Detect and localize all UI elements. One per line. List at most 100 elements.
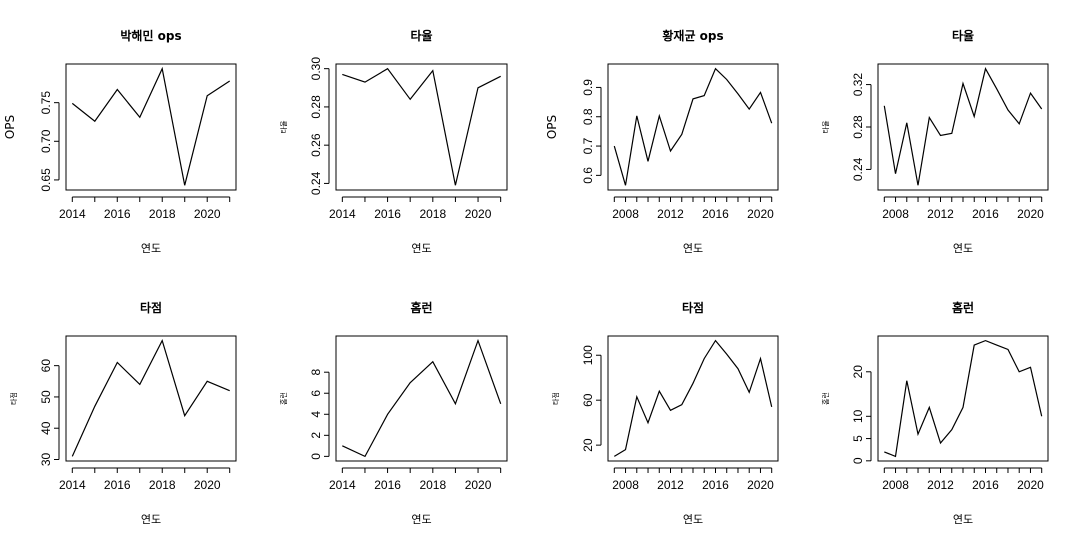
series-line [342,67,501,186]
x-tick-label: 2018 [149,478,176,492]
x-tick-label: 2018 [419,207,446,221]
x-tick-label: 2014 [59,478,86,492]
x-tick-label: 2016 [702,207,729,221]
x-axis-title: 연도 [683,513,703,526]
x-tick-label: 2020 [194,207,221,221]
x-tick-label: 2016 [374,207,401,221]
y-tick-label: 8 [309,369,323,376]
y-tick-label: 0.8 [581,108,595,125]
chart-title: 타점 [682,300,704,315]
y-tick-label: 0.28 [851,115,865,139]
chart-panel-1: 박해민 ops 2014 2016 2018 2020 연도 0.65 0.70 0.75 OPS [3,28,237,255]
y-tick-label: 0.32 [851,73,865,97]
x-tick-label: 2016 [702,478,729,492]
series-line [342,338,502,458]
y-tick-label: 40 [39,421,53,435]
x-tick-label: 2020 [1017,478,1044,492]
series-line [71,338,230,457]
chart-panel-7: 타점 2008 2012 2016 2020 연도 20 60 100 타점 [551,300,779,526]
series-line [613,339,773,457]
y-tick-label: 60 [581,393,595,407]
plot-frame [65,63,237,191]
chart-title: 타율 [410,28,432,43]
x-tick-label: 2014 [59,207,86,221]
y-axis-title: OPS [3,115,17,139]
x-tick-label: 2012 [657,478,684,492]
chart-panel-8: 홈런 2008 2012 2016 2020 연도 0 5 10 20 홈런 [821,300,1049,526]
x-tick-label: 2008 [612,478,639,492]
plot-frame [335,335,508,462]
y-tick-label: 0.70 [39,129,53,153]
y-tick-label: 30 [39,453,53,467]
x-tick-label: 2020 [747,207,774,221]
x-tick-label: 2018 [149,207,176,221]
x-tick-label: 2014 [329,207,356,221]
x-axis-title: 연도 [141,242,161,255]
y-axis-title: OPS [545,115,559,139]
y-tick-label: 0.9 [581,79,595,96]
y-tick-label: 0.28 [309,95,323,119]
y-axis-title: 타율 [821,120,830,133]
series-line [884,339,1043,458]
y-tick-label: 20 [851,365,865,379]
chart-panel-2: 타율 2014 2016 2018 2020 연도 0.24 0.26 0.28 0.30 타율 [279,28,508,255]
chart-panel-6: 홈런 2014 2016 2018 2020 연도 0 2 4 6 8 홈런 [279,300,508,526]
chart-title: 홈런 [952,300,974,315]
series-line [71,66,231,186]
x-axis-title: 연도 [141,513,161,526]
plot-frame [607,63,779,191]
x-tick-label: 2008 [882,207,909,221]
y-tick-label: 50 [39,390,53,404]
y-tick-label: 4 [309,411,323,418]
chart-panel-3: 황재균 ops 2008 2012 2016 2020 연도 0.6 0.7 0.8 0.9 OPS [545,28,779,255]
x-tick-label: 2012 [657,207,684,221]
plot-frame [877,335,1049,462]
y-axis-title: 홈런 [821,392,830,405]
y-tick-label: 10 [851,409,865,423]
chart-title: 박해민 ops [120,28,181,43]
y-axis-title: 타점 [551,392,560,405]
y-tick-label: 0.65 [39,168,53,192]
x-tick-label: 2016 [972,478,999,492]
chart-title: 황재균 ops [662,28,723,43]
chart-panel-5: 타점 2014 2016 2018 2020 연도 30 40 50 60 타점 [9,300,237,526]
y-axis-title: 타율 [279,120,288,133]
x-axis-title: 연도 [953,513,973,526]
y-axis-title: 홈런 [279,392,288,405]
chart-title: 타율 [952,28,974,43]
x-tick-label: 2008 [612,207,639,221]
x-tick-label: 2016 [104,478,131,492]
chart-title: 홈런 [410,300,432,315]
y-tick-label: 2 [309,432,323,439]
x-tick-label: 2008 [882,478,909,492]
plot-frame [335,63,508,191]
series-line [613,67,773,186]
y-tick-label: 0.24 [851,157,865,181]
y-tick-label: 0.30 [309,57,323,81]
x-tick-label: 2012 [927,207,954,221]
y-tick-label: 0.7 [581,137,595,154]
x-tick-label: 2020 [1017,207,1044,221]
y-tick-label: 0 [851,457,865,464]
y-tick-label: 0.24 [309,171,323,195]
x-tick-label: 2020 [465,207,492,221]
y-tick-label: 0 [309,453,323,460]
y-tick-label: 60 [39,359,53,373]
x-axis-title: 연도 [411,513,431,526]
y-tick-label: 0.75 [39,91,53,115]
y-tick-label: 0.26 [309,133,323,157]
x-tick-label: 2018 [419,478,446,492]
x-tick-label: 2014 [329,478,356,492]
x-tick-label: 2020 [194,478,221,492]
x-tick-label: 2016 [374,478,401,492]
chart-panel-4: 타율 2008 2012 2016 2020 연도 0.24 0.28 0.32 타율 [821,28,1049,255]
x-tick-label: 2020 [747,478,774,492]
plot-frame [607,335,779,462]
x-tick-label: 2016 [972,207,999,221]
x-axis-title: 연도 [953,242,973,255]
x-tick-label: 2016 [104,207,131,221]
x-tick-label: 2020 [465,478,492,492]
y-axis-title: 타점 [9,392,18,405]
x-axis-title: 연도 [411,242,431,255]
